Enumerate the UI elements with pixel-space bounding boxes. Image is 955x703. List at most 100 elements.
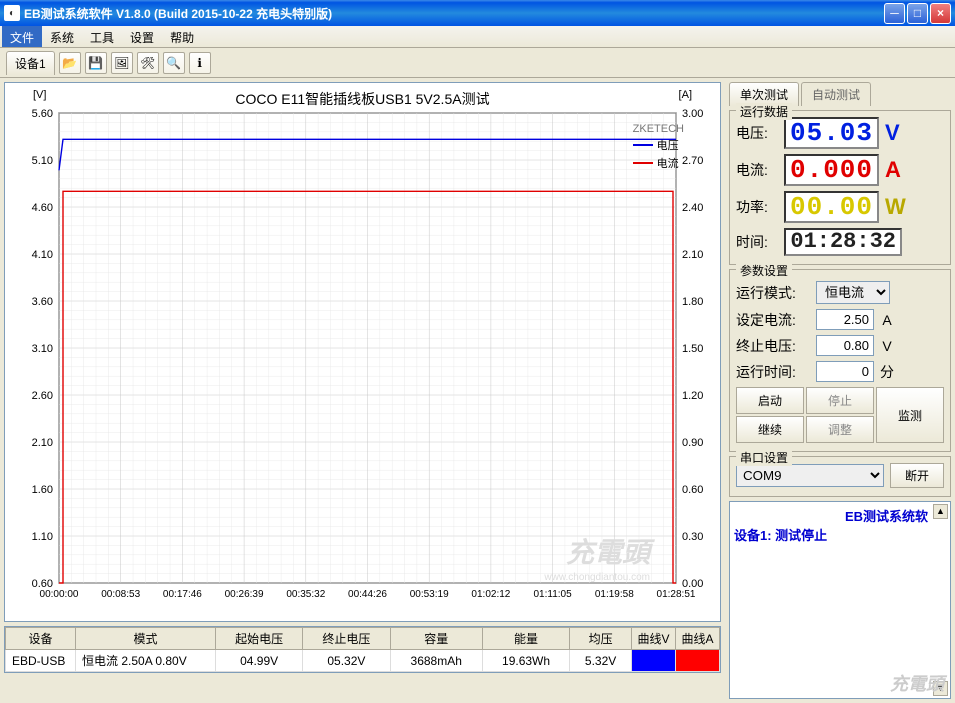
th-device: 设备 <box>6 628 76 650</box>
svg-text:4.60: 4.60 <box>32 202 53 214</box>
app-icon: ◐ <box>4 5 20 21</box>
run-data-title: 运行数据 <box>736 103 792 120</box>
serial-group: 串口设置 COM9 断开 <box>729 456 951 497</box>
svg-text:3.00: 3.00 <box>682 108 703 120</box>
monitor-button[interactable]: 监测 <box>876 387 944 443</box>
th-mode: 模式 <box>76 628 216 650</box>
cutoff-v-label: 终止电压: <box>736 336 812 356</box>
td-curve-v-swatch <box>632 650 676 672</box>
svg-text:0.30: 0.30 <box>682 531 703 543</box>
th-curve-a: 曲线A <box>676 628 720 650</box>
th-vend: 终止电压 <box>303 628 390 650</box>
td-vend: 05.32V <box>303 650 390 672</box>
svg-text:00:08:53: 00:08:53 <box>101 589 140 600</box>
svg-text:2.40: 2.40 <box>682 202 703 214</box>
serial-title: 串口设置 <box>736 449 792 466</box>
table-row[interactable]: EBD-USB 恒电流 2.50A 0.80V 04.99V 05.32V 36… <box>6 650 720 672</box>
svg-text:01:02:12: 01:02:12 <box>471 589 510 600</box>
adjust-button[interactable]: 调整 <box>806 416 874 443</box>
run-time-input[interactable] <box>816 361 874 382</box>
legend-current-line <box>633 162 653 164</box>
com-select[interactable]: COM9 <box>736 464 884 487</box>
td-vstart: 04.99V <box>216 650 303 672</box>
power-label: 功率: <box>736 197 778 217</box>
menu-bar: 文件 系统 工具 设置 帮助 <box>0 26 955 48</box>
svg-text:00:44:26: 00:44:26 <box>348 589 387 600</box>
disconnect-button[interactable]: 断开 <box>890 463 944 488</box>
scroll-up-icon[interactable]: ▲ <box>933 504 948 519</box>
mode-label: 运行模式: <box>736 283 812 303</box>
td-mode: 恒电流 2.50A 0.80V <box>76 650 216 672</box>
set-current-unit: A <box>878 312 896 328</box>
search-icon[interactable]: 🔍 <box>163 52 185 74</box>
watermark: 充電頭 <box>566 531 650 571</box>
th-vstart: 起始电压 <box>216 628 303 650</box>
current-label: 电流: <box>736 160 778 180</box>
cutoff-v-input[interactable] <box>816 335 874 356</box>
chart-legend: ZKETECH 电压 电流 <box>633 123 684 173</box>
menu-settings[interactable]: 设置 <box>122 26 162 47</box>
param-group: 参数设置 运行模式: 恒电流 设定电流: A 终止电压: V 运行时间: 分 <box>729 269 951 452</box>
svg-text:00:53:19: 00:53:19 <box>410 589 449 600</box>
corner-watermark: 充電頭 <box>890 670 944 696</box>
svg-text:1.80: 1.80 <box>682 296 703 308</box>
tab-auto[interactable]: 自动测试 <box>801 82 871 106</box>
image-icon[interactable]: 🖼 <box>111 52 133 74</box>
run-time-label: 运行时间: <box>736 362 812 382</box>
svg-text:4.10: 4.10 <box>32 249 53 261</box>
th-curve-v: 曲线V <box>632 628 676 650</box>
td-curve-a-swatch <box>676 650 720 672</box>
mode-select[interactable]: 恒电流 <box>816 281 890 304</box>
svg-text:00:00:00: 00:00:00 <box>40 589 79 600</box>
power-lcd: 00.00 <box>784 191 879 223</box>
stop-button[interactable]: 停止 <box>806 387 874 414</box>
device-tab[interactable]: 设备1 <box>6 51 55 75</box>
log-box: ▲ ▼ EB测试系统软 设备1: 测试停止 充電頭 <box>729 501 951 699</box>
chart: [V] [A] COCO E11智能插线板USB1 5V2.5A测试 5.603… <box>4 82 721 622</box>
th-energy: 能量 <box>482 628 569 650</box>
param-title: 参数设置 <box>736 262 792 279</box>
info-icon[interactable]: ℹ <box>189 52 211 74</box>
svg-text:01:19:58: 01:19:58 <box>595 589 634 600</box>
current-unit: A <box>885 157 907 183</box>
brand-label: ZKETECH <box>633 123 684 135</box>
svg-text:2.10: 2.10 <box>32 437 53 449</box>
svg-text:01:28:51: 01:28:51 <box>657 589 696 600</box>
svg-text:1.20: 1.20 <box>682 390 703 402</box>
menu-system[interactable]: 系统 <box>42 26 82 47</box>
svg-text:0.90: 0.90 <box>682 437 703 449</box>
close-button[interactable]: × <box>930 3 951 24</box>
set-current-label: 设定电流: <box>736 310 812 330</box>
menu-tools[interactable]: 工具 <box>82 26 122 47</box>
td-energy: 19.63Wh <box>482 650 569 672</box>
svg-text:00:26:39: 00:26:39 <box>225 589 264 600</box>
svg-text:1.50: 1.50 <box>682 343 703 355</box>
open-icon[interactable]: 📂 <box>59 52 81 74</box>
title-bar: ◐ EB测试系统软件 V1.8.0 (Build 2015-10-22 充电头特… <box>0 0 955 26</box>
legend-voltage-label: 电压 <box>657 137 679 153</box>
svg-text:5.60: 5.60 <box>32 108 53 120</box>
menu-help[interactable]: 帮助 <box>162 26 202 47</box>
th-avgv: 均压 <box>570 628 632 650</box>
svg-text:5.10: 5.10 <box>32 155 53 167</box>
start-button[interactable]: 启动 <box>736 387 804 414</box>
continue-button[interactable]: 继续 <box>736 416 804 443</box>
current-lcd: 0.000 <box>784 154 879 186</box>
watermark-url: www.chongdiantou.com <box>544 572 650 583</box>
svg-text:2.60: 2.60 <box>32 390 53 402</box>
window-title: EB测试系统软件 V1.8.0 (Build 2015-10-22 充电头特别版… <box>24 5 884 22</box>
th-capacity: 容量 <box>390 628 482 650</box>
minimize-button[interactable]: ─ <box>884 3 905 24</box>
cutoff-v-unit: V <box>878 338 896 354</box>
log-line: 设备1: 测试停止 <box>734 525 946 544</box>
save-icon[interactable]: 💾 <box>85 52 107 74</box>
svg-text:3.10: 3.10 <box>32 343 53 355</box>
maximize-button[interactable]: □ <box>907 3 928 24</box>
set-current-input[interactable] <box>816 309 874 330</box>
menu-file[interactable]: 文件 <box>2 26 42 47</box>
result-table: 设备 模式 起始电压 终止电压 容量 能量 均压 曲线V 曲线A EBD-USB… <box>4 626 721 673</box>
legend-current-label: 电流 <box>657 155 679 171</box>
svg-text:0.60: 0.60 <box>682 484 703 496</box>
svg-text:2.10: 2.10 <box>682 249 703 261</box>
config-icon[interactable]: 🛠 <box>137 52 159 74</box>
